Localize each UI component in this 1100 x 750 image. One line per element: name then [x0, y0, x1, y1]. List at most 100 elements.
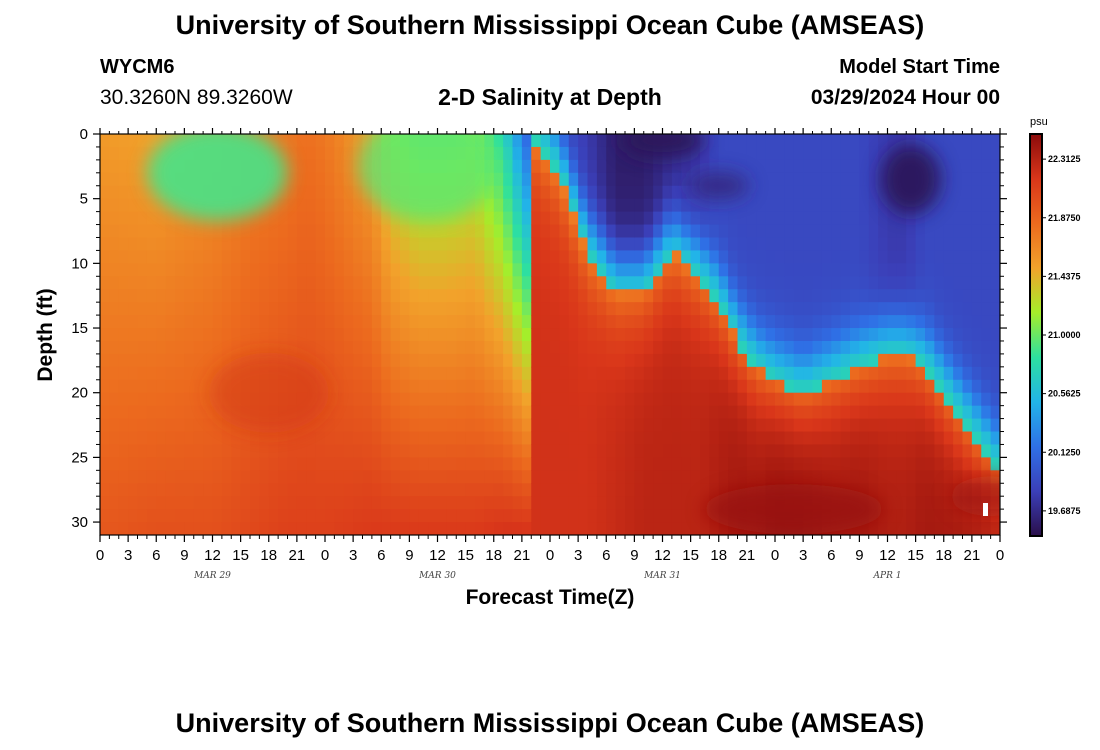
heat-cell — [840, 418, 851, 433]
heat-cell — [568, 185, 579, 200]
heat-cell — [634, 237, 645, 252]
heat-cell — [793, 418, 804, 433]
heat-cell — [981, 172, 992, 187]
heat-cell — [756, 224, 767, 239]
heat-cell — [606, 444, 617, 458]
heat-cell — [278, 509, 289, 523]
heat-cell — [653, 185, 664, 200]
heat-cell — [793, 211, 804, 226]
heat-cell — [850, 159, 860, 174]
heat-cell — [334, 418, 345, 433]
heat-cell — [493, 146, 504, 161]
heat-cell — [850, 444, 860, 458]
heat-cell — [400, 509, 410, 523]
heat-cell — [446, 509, 457, 523]
heat-cell — [606, 237, 617, 252]
heat-cell — [146, 134, 157, 148]
heat-cell — [278, 444, 289, 458]
heat-cell — [184, 509, 195, 523]
heat-cell — [812, 172, 823, 187]
heat-cell — [700, 263, 710, 277]
heat-cell — [362, 328, 373, 342]
heat-cell — [821, 198, 832, 213]
heat-cell — [943, 418, 954, 433]
heat-cell — [700, 224, 710, 239]
heat-cell — [709, 250, 720, 264]
heat-cell — [550, 276, 560, 290]
heat-cell — [615, 379, 626, 394]
heat-cell — [606, 185, 617, 200]
heat-cell — [625, 328, 635, 342]
heat-cell — [606, 224, 617, 239]
heat-cell — [343, 470, 354, 484]
heat-cell — [746, 198, 757, 213]
heat-cell — [437, 250, 448, 264]
x-tick-label: 0 — [96, 547, 104, 564]
heat-cell — [146, 457, 157, 471]
heat-cell — [456, 250, 467, 264]
heat-cell — [493, 185, 504, 200]
heat-cell — [503, 483, 514, 497]
heat-cell — [971, 444, 982, 458]
heat-cell — [962, 379, 973, 394]
heat-cell — [559, 483, 570, 497]
heat-cell — [934, 522, 945, 535]
heat-cell — [484, 315, 495, 329]
heat-cell — [531, 289, 542, 303]
heat-cell — [137, 483, 148, 497]
heat-cell — [915, 328, 926, 342]
heat-cell — [606, 302, 617, 316]
heat-cell — [915, 366, 926, 381]
heat-cell — [278, 237, 289, 252]
heat-cell — [418, 418, 429, 433]
heat-cell — [634, 198, 645, 213]
heat-cell — [803, 328, 814, 342]
heat-cell — [418, 457, 429, 471]
heat-cell — [250, 237, 260, 252]
heat-cell — [709, 302, 720, 316]
heat-cell — [643, 431, 654, 446]
heat-cell — [700, 276, 710, 290]
heat-cell — [428, 379, 439, 394]
heat-cell — [371, 237, 382, 252]
heat-cell — [334, 483, 345, 497]
heat-cell — [306, 470, 317, 484]
heat-cell — [756, 444, 767, 458]
heat-cell — [465, 483, 476, 497]
heat-cell — [840, 405, 851, 420]
heat-cell — [353, 198, 364, 213]
heat-cell — [559, 159, 570, 174]
heat-cell — [859, 457, 870, 471]
heat-cell — [550, 431, 560, 446]
heat-cell — [990, 457, 1000, 471]
heat-cell — [362, 444, 373, 458]
heat-cell — [896, 237, 907, 252]
heat-cell — [615, 224, 626, 239]
heat-cell — [540, 159, 551, 174]
heat-cell — [925, 134, 935, 148]
heat-cell — [625, 250, 635, 264]
heat-cell — [343, 483, 354, 497]
heat-cell — [325, 289, 335, 303]
heat-cell — [559, 263, 570, 277]
heat-cell — [596, 302, 607, 316]
heat-cell — [803, 276, 814, 290]
heat-cell — [193, 379, 204, 394]
heat-cell — [203, 250, 214, 264]
heat-cell — [287, 211, 298, 226]
heat-cell — [587, 224, 598, 239]
heat-cell — [456, 457, 467, 471]
heat-cell — [475, 457, 485, 471]
heat-cell — [587, 250, 598, 264]
heat-cell — [709, 379, 720, 394]
heat-cell — [943, 496, 954, 510]
heat-cell — [128, 483, 139, 497]
heat-cell — [971, 457, 982, 471]
heat-cell — [587, 418, 598, 433]
heat-cell — [615, 353, 626, 368]
heat-cell — [306, 159, 317, 174]
heat-cell — [315, 418, 326, 433]
heat-cell — [737, 457, 748, 471]
heat-cell — [803, 250, 814, 264]
heat-cell — [681, 405, 692, 420]
